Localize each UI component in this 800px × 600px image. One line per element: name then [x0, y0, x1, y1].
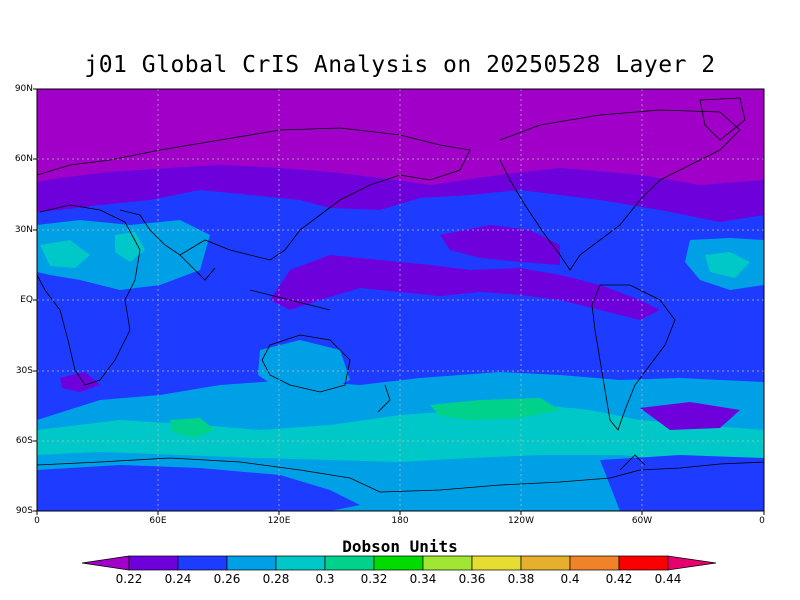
- field-0.28-arabia: [115, 232, 145, 262]
- field-0.22-sw: [60, 372, 100, 392]
- colorbar-label: 0.28: [262, 572, 290, 586]
- field-0.28-north: [40, 240, 90, 268]
- field-0.28-atlantic: [705, 252, 750, 278]
- colorbar-label: 0.26: [213, 572, 241, 586]
- colorbar-label: 0.38: [507, 572, 535, 586]
- field-0.3-south: [430, 398, 560, 420]
- colorbar-label: 0.44: [654, 572, 682, 586]
- coastlines: [37, 97, 764, 493]
- field-0.22-tropics: [270, 255, 660, 320]
- colorbar-label: 0.34: [409, 572, 437, 586]
- field-0.3-south2: [170, 418, 215, 438]
- map-title: j01 Global CrIS Analysis on 20250528 Lay…: [84, 52, 716, 78]
- lon-label-0-end: 0: [759, 516, 765, 526]
- field-0.22b-north: [37, 165, 764, 222]
- lon-label-180: 180: [391, 516, 409, 526]
- map-fields: [37, 89, 764, 511]
- field-0.22-antarctica2: [640, 402, 740, 430]
- colorbar-label: 0.36: [458, 572, 486, 586]
- graticule: [37, 89, 764, 511]
- lat-label-60n: 60N: [14, 154, 33, 164]
- colorbar-label: 0.42: [605, 572, 633, 586]
- lon-label-120e: 120E: [267, 516, 291, 526]
- lat-label-90n: 90N: [14, 84, 33, 94]
- field-0.22-pacific: [440, 225, 560, 265]
- lat-label-30n: 30N: [14, 225, 33, 235]
- colorbar-label: 0.22: [115, 572, 143, 586]
- field-0.22-north: [37, 89, 764, 185]
- lat-label-eq: EQ: [20, 295, 33, 305]
- colorbar-label: 0.3: [315, 572, 335, 586]
- colorbar-label: 0.32: [360, 572, 388, 586]
- lon-label-120w: 120W: [507, 516, 535, 526]
- lon-label-60w: 60W: [631, 516, 653, 526]
- lon-label-0: 0: [34, 516, 40, 526]
- lat-label-30s: 30S: [15, 366, 33, 376]
- field-0.24-antarctica2: [600, 455, 764, 511]
- lon-label-60e: 60E: [149, 516, 167, 526]
- colorbar-label: 0.4: [560, 572, 580, 586]
- lat-label-60s: 60S: [15, 436, 33, 446]
- lat-label-90s: 90S: [15, 506, 33, 516]
- colorbar-label: 0.24: [164, 572, 192, 586]
- field-0.28-south: [37, 405, 764, 470]
- colorbar-title: Dobson Units: [342, 537, 458, 556]
- field-0.26-australia: [258, 340, 350, 395]
- axis-ticks: [33, 88, 765, 515]
